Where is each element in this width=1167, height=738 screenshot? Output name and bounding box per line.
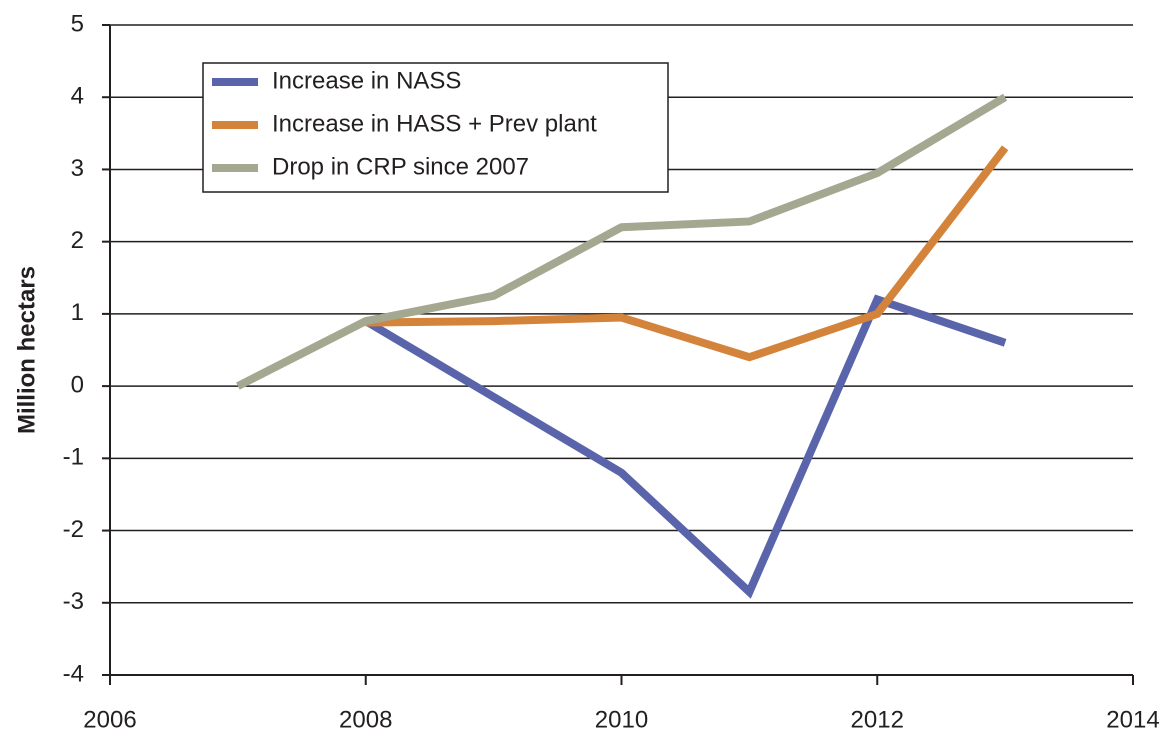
x-tick-label: 2012 xyxy=(851,706,904,733)
x-tick-label: 2008 xyxy=(339,706,392,733)
legend-label: Increase in HASS + Prev plant xyxy=(272,110,597,137)
y-tick-label: 5 xyxy=(71,10,84,37)
y-tick-label: -4 xyxy=(63,660,84,687)
y-axis-label: Million hectars xyxy=(13,266,40,434)
legend-label: Drop in CRP since 2007 xyxy=(272,153,529,180)
y-tick-label: -3 xyxy=(63,588,84,615)
series-line xyxy=(363,294,1007,599)
series-line xyxy=(236,93,1008,390)
legend-box xyxy=(202,62,669,193)
y-tick-label: 1 xyxy=(71,299,84,326)
legend-label: Increase in NASS xyxy=(272,67,461,94)
x-tick-label: 2010 xyxy=(595,706,648,733)
y-tick-label: 2 xyxy=(71,227,84,254)
y-tick-label: -1 xyxy=(63,444,84,471)
x-tick-label: 2014 xyxy=(1106,706,1159,733)
y-tick-label: 0 xyxy=(71,371,84,398)
y-tick-label: 3 xyxy=(71,155,84,182)
y-tick-label: -2 xyxy=(63,516,84,543)
x-tick-label: 2006 xyxy=(83,706,136,733)
series-line xyxy=(365,145,1009,362)
y-tick-label: 4 xyxy=(71,83,84,110)
